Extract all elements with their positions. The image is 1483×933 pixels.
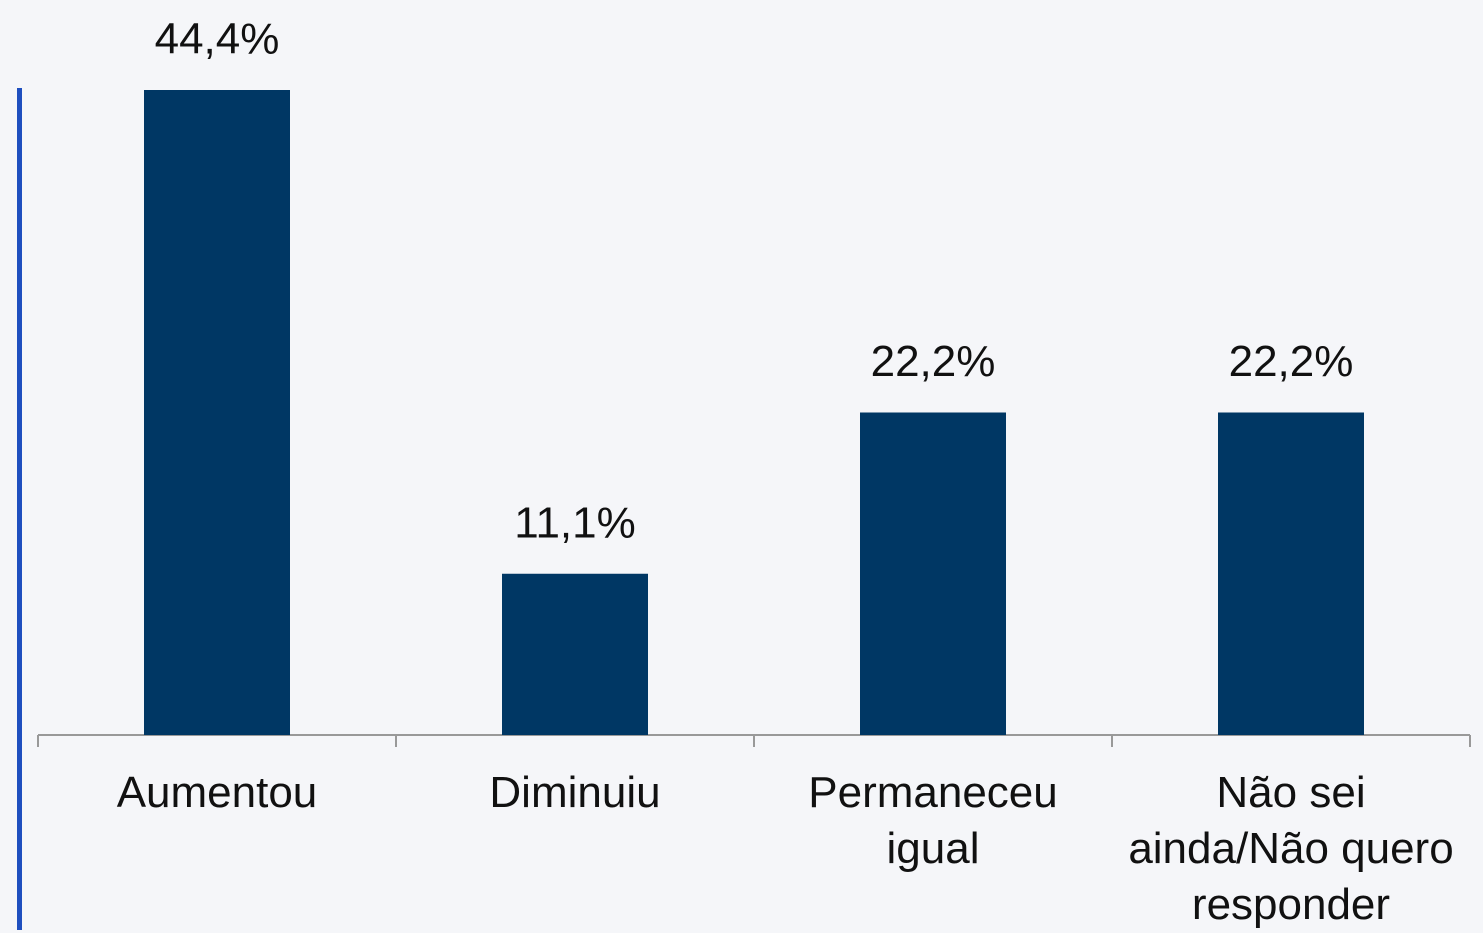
x-tick-label: Aumentou [116, 768, 318, 817]
value-label: 44,4% [155, 15, 280, 64]
bar [860, 412, 1006, 735]
accent-bar [17, 88, 22, 930]
bar [1218, 412, 1364, 735]
bar [502, 573, 648, 735]
x-tick-label: Não sei ainda/Não quero responder [1128, 768, 1454, 929]
x-tick-label: Permaneceu igual [808, 768, 1058, 873]
value-label: 22,2% [871, 337, 996, 386]
x-tick-label: Diminuiu [489, 768, 661, 817]
value-label: 22,2% [1229, 337, 1354, 386]
bar [144, 90, 290, 735]
value-label: 11,1% [514, 498, 636, 547]
